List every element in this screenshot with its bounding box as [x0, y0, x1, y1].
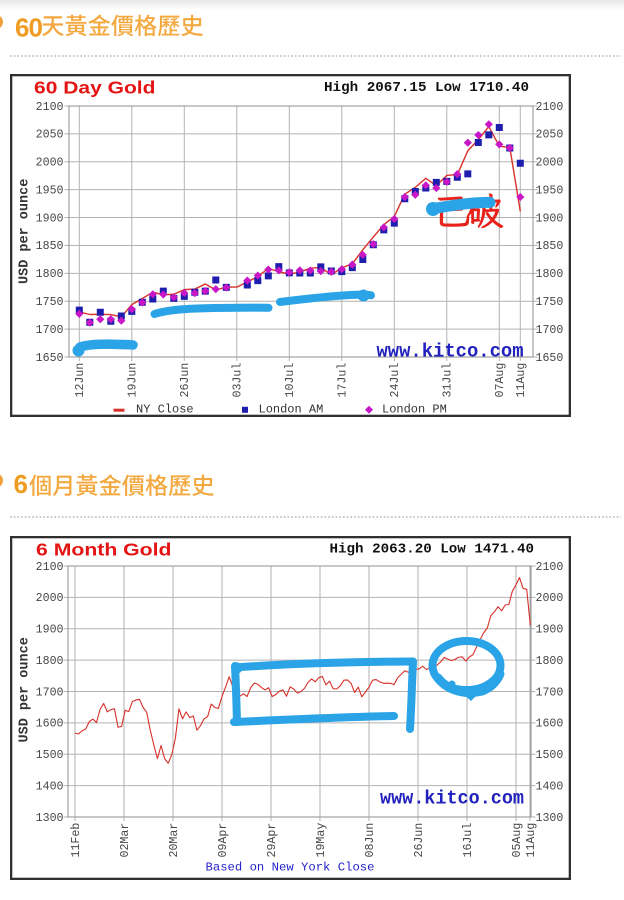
- svg-text:11Feb: 11Feb: [70, 823, 83, 858]
- svg-text:1950: 1950: [36, 184, 64, 197]
- svg-text:1750: 1750: [36, 296, 64, 309]
- svg-text:24Jul: 24Jul: [389, 363, 402, 398]
- svg-text:2000: 2000: [536, 592, 564, 605]
- svg-text:09Apr: 09Apr: [217, 823, 230, 858]
- svg-text:1700: 1700: [536, 324, 564, 337]
- svg-text:1750: 1750: [536, 296, 564, 309]
- svg-text:26Jun: 26Jun: [179, 363, 192, 398]
- svg-text:NY Close: NY Close: [136, 403, 194, 417]
- svg-text:1700: 1700: [536, 686, 564, 699]
- svg-text:60 Day Gold: 60 Day Gold: [34, 78, 156, 98]
- svg-text:1500: 1500: [536, 749, 564, 762]
- svg-text:1800: 1800: [536, 268, 564, 281]
- svg-text:6: 6: [14, 469, 28, 499]
- svg-text:1700: 1700: [36, 324, 64, 337]
- svg-text:1950: 1950: [536, 184, 564, 197]
- svg-text:2000: 2000: [36, 157, 64, 170]
- svg-text:11Aug: 11Aug: [525, 823, 538, 858]
- svg-text:Based on New York Close: Based on New York Close: [206, 861, 375, 875]
- svg-text:29Apr: 29Apr: [266, 823, 279, 858]
- svg-text:1700: 1700: [36, 686, 64, 699]
- svg-text:1850: 1850: [36, 240, 64, 253]
- svg-text:19May: 19May: [315, 823, 328, 858]
- svg-text:1900: 1900: [36, 212, 64, 225]
- svg-text:1850: 1850: [536, 240, 564, 253]
- svg-text:1800: 1800: [36, 268, 64, 281]
- svg-text:2050: 2050: [536, 129, 564, 142]
- svg-text:2050: 2050: [36, 129, 64, 142]
- svg-text:1600: 1600: [36, 718, 64, 731]
- svg-text:02Mar: 02Mar: [119, 823, 132, 858]
- svg-text:1900: 1900: [36, 624, 64, 637]
- svg-text:1400: 1400: [36, 780, 64, 793]
- svg-text:2100: 2100: [36, 561, 64, 574]
- svg-text:High 2063.20 Low 1471.40: High 2063.20 Low 1471.40: [330, 542, 535, 557]
- svg-text:High 2067.15 Low 1710.40: High 2067.15 Low 1710.40: [324, 81, 529, 96]
- svg-text:10Jul: 10Jul: [284, 363, 297, 398]
- svg-text:16Jul: 16Jul: [462, 823, 475, 858]
- svg-text:2100: 2100: [536, 101, 564, 114]
- svg-text:6 Month Gold: 6 Month Gold: [36, 540, 172, 560]
- svg-text:2000: 2000: [536, 157, 564, 170]
- svg-text:1400: 1400: [536, 780, 564, 793]
- svg-text:www.kitco.com: www.kitco.com: [377, 341, 524, 363]
- svg-text:1650: 1650: [536, 352, 564, 365]
- svg-text:20Mar: 20Mar: [168, 823, 181, 858]
- svg-text:12Jun: 12Jun: [74, 363, 87, 398]
- svg-text:17Jul: 17Jul: [337, 363, 350, 398]
- svg-text:31Jul: 31Jul: [442, 363, 455, 398]
- svg-text:1500: 1500: [36, 749, 64, 762]
- svg-text:London PM: London PM: [382, 403, 447, 417]
- svg-text:11Aug: 11Aug: [515, 363, 528, 398]
- svg-text:USD per ounce: USD per ounce: [18, 637, 33, 742]
- svg-text:03Jul: 03Jul: [232, 363, 245, 398]
- svg-text:19Jun: 19Jun: [127, 363, 140, 398]
- svg-text:1300: 1300: [36, 812, 64, 825]
- svg-text:1900: 1900: [536, 624, 564, 637]
- svg-text:1600: 1600: [536, 718, 564, 731]
- svg-text:2000: 2000: [36, 592, 64, 605]
- svg-text:www.kitco.com: www.kitco.com: [380, 788, 524, 810]
- svg-text:1900: 1900: [536, 212, 564, 225]
- svg-text:60: 60: [15, 13, 42, 43]
- svg-text:1300: 1300: [536, 812, 564, 825]
- svg-text:08Jun: 08Jun: [364, 823, 377, 858]
- svg-text:1800: 1800: [536, 655, 564, 668]
- svg-text:London AM: London AM: [259, 403, 324, 417]
- svg-text:1800: 1800: [36, 655, 64, 668]
- svg-text:1650: 1650: [36, 352, 64, 365]
- svg-text:05Aug: 05Aug: [511, 823, 524, 858]
- svg-text:2100: 2100: [36, 101, 64, 114]
- svg-text:2100: 2100: [536, 561, 564, 574]
- svg-text:26Jun: 26Jun: [413, 823, 426, 858]
- svg-text:07Aug: 07Aug: [494, 363, 507, 398]
- svg-text:USD per ounce: USD per ounce: [18, 179, 33, 284]
